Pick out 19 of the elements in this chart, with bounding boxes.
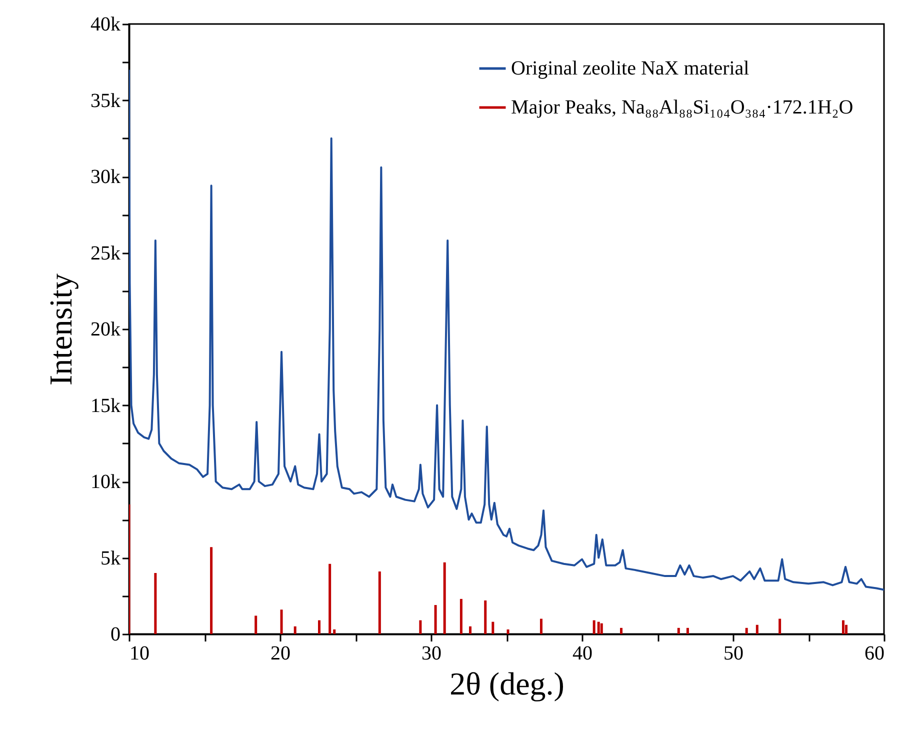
- x-tick-label: 30: [422, 642, 442, 664]
- y-tick-label: 20k: [90, 318, 120, 340]
- y-tick-label: 30k: [90, 166, 120, 188]
- y-tick-label: 0: [110, 624, 120, 646]
- y-tick-label: 5k: [100, 547, 120, 570]
- x-tick-label: 10: [130, 642, 150, 664]
- y-tick-label: 10k: [90, 471, 120, 493]
- legend-label: Original zeolite NaX material: [511, 58, 750, 80]
- x-tick-label: 40: [572, 642, 592, 664]
- x-tick-label: 60: [864, 642, 884, 664]
- y-tick-label: 15k: [90, 394, 120, 417]
- y-axis-title: Intensity: [42, 274, 78, 386]
- y-tick-label: 40k: [90, 14, 120, 36]
- y-tick-label: 25k: [90, 242, 120, 264]
- y-tick-label: 35k: [90, 90, 120, 112]
- x-axis-title: 2θ (deg.): [450, 666, 564, 702]
- x-tick-label: 50: [724, 642, 744, 664]
- legend-label: Major Peaks, Na₈₈Al₈₈Si₁₀₄O₃₈₄·172.1H₂O: [511, 96, 854, 118]
- x-tick-label: 20: [270, 642, 290, 664]
